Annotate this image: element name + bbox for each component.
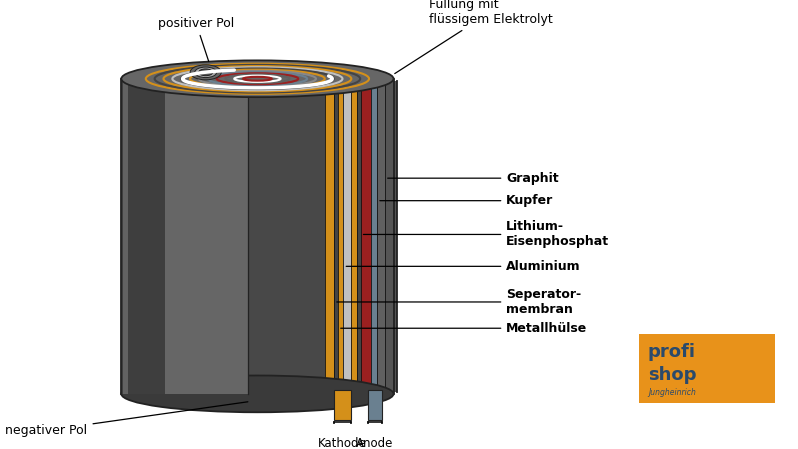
Bar — [385, 81, 397, 392]
Bar — [123, 79, 128, 394]
Text: Lithium-
Eisenphosphat: Lithium- Eisenphosphat — [363, 220, 610, 248]
Text: Kupfer: Kupfer — [380, 194, 554, 207]
FancyBboxPatch shape — [638, 334, 775, 403]
Ellipse shape — [121, 375, 393, 412]
Text: Graphit: Graphit — [388, 172, 559, 185]
Bar — [121, 79, 165, 394]
Text: Metallhülse: Metallhülse — [341, 322, 587, 335]
Bar — [357, 81, 361, 392]
Text: Füllung mit
flüssigem Elektrolyt: Füllung mit flüssigem Elektrolyt — [395, 0, 552, 74]
Bar — [361, 81, 371, 392]
Bar — [334, 390, 351, 420]
Text: Kathode: Kathode — [318, 437, 366, 449]
Circle shape — [193, 66, 218, 78]
Bar — [121, 79, 393, 394]
Text: Jungheinrich: Jungheinrich — [648, 387, 696, 396]
Bar — [368, 390, 381, 420]
Circle shape — [195, 67, 216, 78]
Text: Aluminium: Aluminium — [346, 260, 581, 273]
Bar — [338, 81, 343, 392]
Bar — [326, 81, 334, 392]
Bar — [371, 81, 377, 392]
Ellipse shape — [121, 60, 393, 97]
Bar — [123, 79, 128, 394]
Text: profi: profi — [648, 343, 696, 361]
Circle shape — [199, 69, 213, 76]
Bar — [343, 81, 351, 392]
Text: positiver Pol: positiver Pol — [158, 17, 235, 62]
Text: Anode: Anode — [356, 437, 393, 449]
Bar — [121, 79, 248, 394]
Circle shape — [190, 65, 221, 80]
Bar — [121, 79, 162, 394]
Bar — [246, 81, 326, 392]
Bar — [334, 81, 338, 392]
Text: negativer Pol: negativer Pol — [6, 402, 248, 437]
Bar — [351, 81, 357, 392]
Text: shop: shop — [648, 366, 697, 384]
Bar — [377, 81, 385, 392]
Text: Seperator-
membran: Seperator- membran — [337, 288, 582, 316]
